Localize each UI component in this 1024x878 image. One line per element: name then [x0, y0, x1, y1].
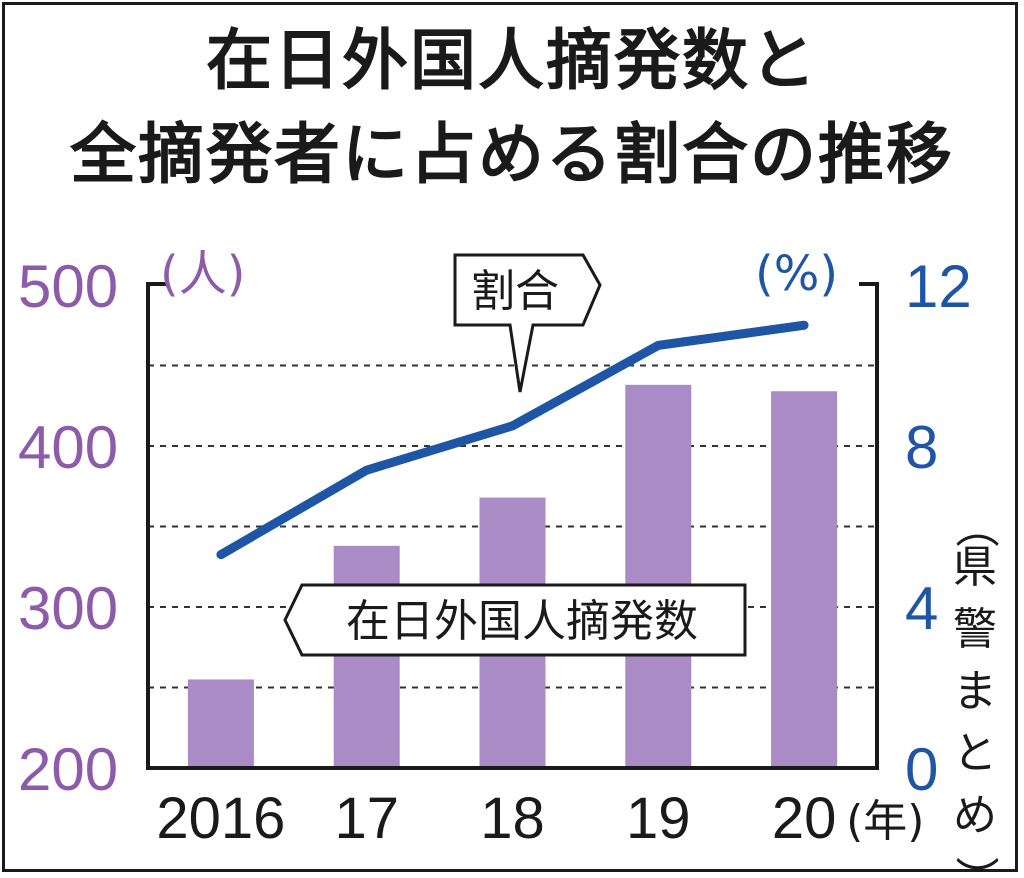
x-tick-label: 17 [334, 786, 399, 851]
right-tick-label: 0 [905, 736, 938, 803]
left-tick-label: 300 [18, 575, 118, 642]
bar-19 [625, 384, 692, 768]
callout-bars-box [283, 583, 747, 657]
bar-2016 [187, 679, 254, 768]
source-char: 県 [953, 542, 997, 593]
source-char: め [953, 790, 997, 841]
x-tick-label: 20 [772, 786, 837, 851]
left-tick-label: 500 [18, 253, 118, 320]
source-char: ） [950, 856, 1001, 878]
x-tick-label: 18 [480, 786, 545, 851]
x-tick-label: 19 [626, 786, 691, 851]
right-axis-unit: (%) [755, 246, 838, 302]
callout-ratio-label: 割合 [471, 266, 559, 317]
callout-bars-label: 在日外国人摘発数 [346, 596, 698, 647]
source-char: 警 [953, 604, 997, 655]
source-char: ま [953, 666, 997, 717]
chart-title: 在日外国人摘発数と [206, 22, 818, 99]
line-series-ratio [216, 320, 809, 560]
x-tick-label: 2016 [156, 786, 285, 851]
callout-ratio-box [453, 253, 602, 393]
chart-subtitle: 全摘発者に占める割合の推移 [70, 116, 954, 193]
bar-17 [333, 545, 400, 768]
left-tick-label: 400 [18, 414, 118, 481]
left-axis-unit: (人) [160, 246, 245, 302]
source-char: （ [950, 504, 1001, 548]
right-tick-label: 8 [905, 414, 938, 481]
right-tick-label: 12 [905, 253, 972, 320]
x-axis-unit: (年) [846, 796, 924, 847]
bar-20 [771, 391, 838, 768]
left-tick-label: 200 [18, 736, 118, 803]
source-char: と [953, 728, 997, 779]
right-tick-label: 4 [905, 575, 938, 642]
